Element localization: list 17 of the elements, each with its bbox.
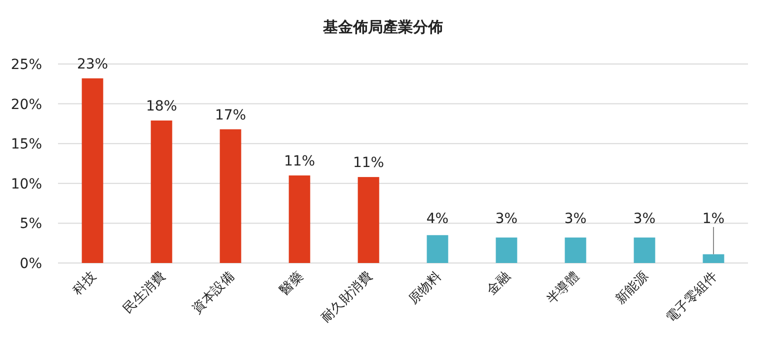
x-tick-label: 醫藥 bbox=[277, 269, 306, 298]
x-tick-label: 原物料 bbox=[406, 269, 444, 308]
y-tick-label: 20% bbox=[10, 96, 42, 113]
x-tick-label: 耐久財消費 bbox=[318, 269, 376, 326]
x-tick-label: 半導體 bbox=[544, 269, 582, 308]
y-tick-label: 0% bbox=[20, 256, 42, 272]
y-tick-label: 10% bbox=[10, 176, 42, 192]
x-tick-label: 金融 bbox=[484, 269, 514, 298]
y-tick-label: 15% bbox=[10, 136, 42, 153]
x-tick-label: 民生消費 bbox=[120, 269, 168, 317]
x-tick-label: 新能源 bbox=[613, 269, 652, 308]
y-tick-label: 5% bbox=[20, 216, 42, 232]
x-tick-label: 電子零組件 bbox=[664, 269, 720, 326]
y-tick-label: 25% bbox=[10, 57, 42, 73]
x-tick-label: 科技 bbox=[70, 269, 100, 298]
title: 基金佈局產業分佈 bbox=[323, 18, 443, 36]
x-tick-label: 資本設備 bbox=[190, 269, 238, 317]
